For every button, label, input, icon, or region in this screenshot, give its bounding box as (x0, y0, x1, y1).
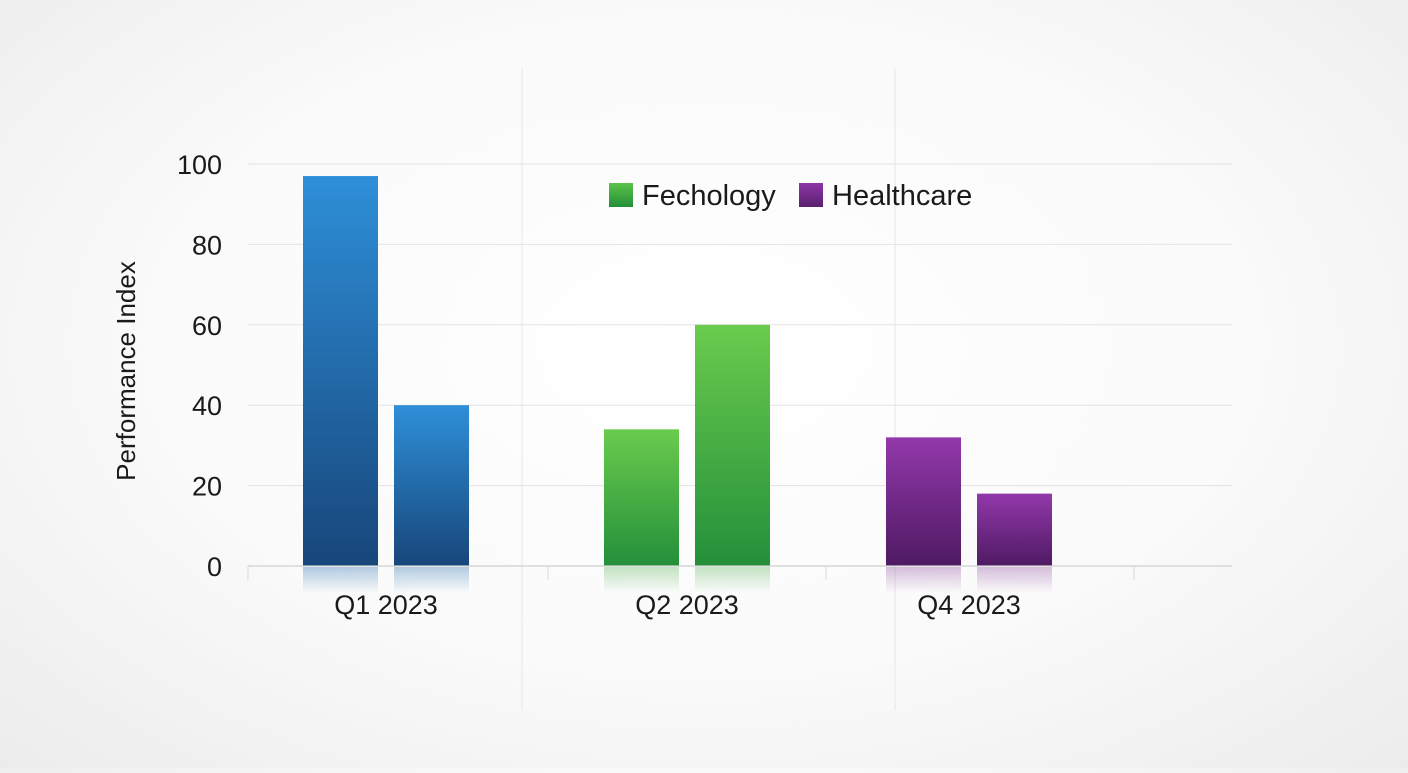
bar-q1-2023-2 (394, 405, 469, 566)
bar-reflection-2-1 (977, 567, 1052, 593)
legend-swatch-fechology (609, 183, 633, 207)
x-tick-label-1: Q1 2023 (334, 590, 438, 620)
y-axis-title: Performance Index (111, 261, 141, 481)
y-tick-label-60: 60 (192, 311, 222, 341)
bars (303, 176, 1052, 593)
vertical-gridlines (521, 68, 896, 710)
bar-reflection-0-1 (394, 567, 469, 593)
x-tick-label-2: Q2 2023 (635, 590, 739, 620)
axis: 0 20 40 60 80 100 Q1 2023 Q2 2023 Q4 2023 (177, 150, 1232, 620)
legend: Fechology Healthcare (609, 180, 972, 212)
bar-q1-2023-1 (303, 176, 378, 566)
y-tick-label-100: 100 (177, 150, 222, 180)
x-tick-label-3: Q4 2023 (917, 590, 1021, 620)
legend-label-fechology: Fechology (642, 180, 776, 212)
y-tick-label-40: 40 (192, 391, 222, 421)
bar-q4-2023-2 (977, 493, 1052, 566)
bar-q2-2023-1 (604, 429, 679, 566)
bar-q4-2023-1 (886, 437, 961, 566)
legend-label-healthcare: Healthcare (832, 180, 972, 212)
y-tick-label-80: 80 (192, 230, 222, 260)
bar-q2-2023-2 (695, 324, 770, 566)
bar-reflection-1-0 (604, 567, 679, 593)
bar-reflection-2-0 (886, 567, 961, 593)
bar-reflection-0-0 (303, 567, 378, 593)
bar-reflection-1-1 (695, 567, 770, 593)
y-tick-label-0: 0 (207, 552, 222, 582)
y-tick-label-20: 20 (192, 472, 222, 502)
legend-swatch-healthcare (799, 183, 823, 207)
